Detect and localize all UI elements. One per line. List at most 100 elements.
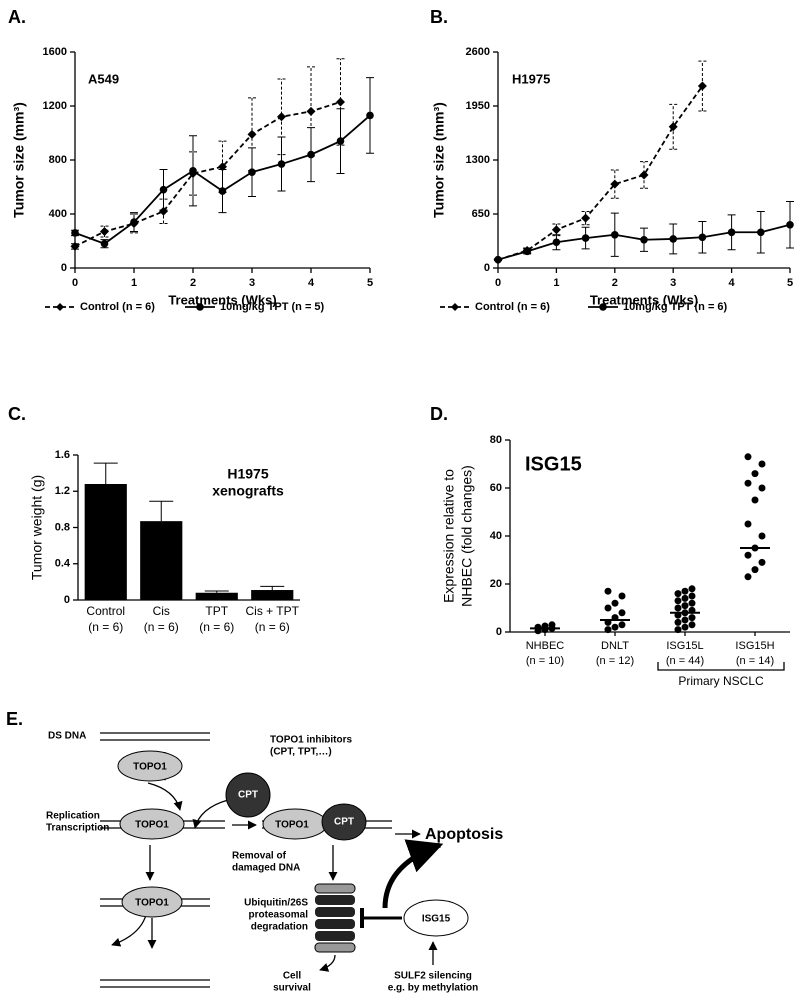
bar: [140, 521, 183, 600]
sulf2-label: e.g. by methylation: [388, 983, 479, 994]
isg15-node: [403, 899, 469, 937]
marker: [668, 122, 678, 132]
y-tick-label: 800: [49, 154, 67, 166]
y-axis-label: Tumor size (mm³): [431, 102, 447, 218]
marker: [727, 228, 736, 237]
point: [618, 609, 626, 617]
cpt-node: [225, 772, 271, 818]
point: [744, 551, 752, 559]
legend-marker: [599, 303, 607, 311]
point: [744, 479, 752, 487]
marker: [639, 170, 649, 180]
diagram: E. DS DNA TOPO1 TOPO1 TOPO1 TOPO1 CPT CP…: [6, 709, 503, 994]
point: [751, 496, 759, 504]
x-tick-label: 1: [553, 277, 559, 289]
point: [674, 590, 682, 598]
y-tick-label: 1.6: [55, 449, 70, 461]
marker: [523, 247, 531, 256]
proteasome: [314, 883, 356, 953]
y-tick-label: 0: [61, 262, 67, 274]
marker: [698, 233, 707, 242]
marker: [552, 238, 561, 247]
marker: [611, 230, 619, 239]
point: [681, 623, 689, 631]
y-axis-label: Tumor weight (g): [29, 475, 45, 580]
y-tick-label: 0: [484, 262, 490, 274]
marker: [100, 239, 109, 248]
y-axis-label: NHBEC (fold changes): [459, 465, 475, 607]
marker: [277, 160, 286, 168]
point: [758, 532, 766, 540]
bar: [195, 592, 238, 600]
y-axis-label: Tumor size (mm³): [11, 102, 27, 218]
point: [758, 558, 766, 566]
x-tick-label: 3: [249, 277, 255, 289]
proteasome-label: Ubiquitin/26S: [244, 898, 308, 909]
x-tick-label: TPT: [205, 604, 228, 618]
marker: [551, 225, 561, 235]
legend-label: 10mg/kg TPT (n = 6): [623, 301, 728, 313]
point: [688, 592, 696, 600]
marker: [494, 255, 502, 264]
topo1-node: [121, 886, 183, 918]
marker: [277, 112, 286, 122]
point: [744, 453, 752, 461]
panel-label: E.: [6, 709, 23, 729]
y-tick-label: 0.4: [55, 558, 71, 570]
x-tick-label: 0: [72, 277, 78, 289]
ds-dna-label: DS DNA: [48, 731, 86, 742]
proteasome-label: degradation: [251, 922, 308, 933]
x-tick-sublabel: (n = 6): [199, 620, 234, 634]
cpt-label: CPT: [238, 790, 258, 801]
marker: [581, 234, 590, 242]
point: [681, 602, 689, 610]
survival-label: Cell: [283, 971, 302, 982]
x-tick-label: 0: [495, 277, 501, 289]
y-tick-label: 400: [49, 208, 67, 220]
group-label: Primary NSCLC: [678, 674, 764, 688]
point: [604, 604, 612, 612]
x-tick-label: 4: [308, 277, 315, 289]
point: [611, 623, 619, 631]
legend-label: 10mg/kg TPT (n = 5): [220, 301, 325, 313]
marker: [70, 241, 80, 251]
marker: [669, 235, 677, 243]
cpt-label: CPT: [334, 817, 354, 828]
point: [688, 621, 696, 629]
point: [674, 597, 682, 605]
panel-label: C.: [8, 404, 26, 424]
chart-title: ISG15: [525, 453, 582, 475]
panel-label: D.: [430, 404, 448, 424]
sulf2-label: SULF2 silencing: [394, 971, 472, 982]
y-tick-label: 1950: [466, 100, 490, 112]
marker: [581, 213, 591, 223]
marker: [610, 179, 620, 189]
topo1-label: TOPO1: [135, 820, 169, 831]
point: [744, 520, 752, 528]
x-tick-label: Cis + TPT: [246, 604, 300, 618]
y-tick-label: 0: [496, 626, 502, 638]
marker: [640, 235, 648, 244]
y-tick-label: 20: [490, 578, 502, 590]
point: [604, 587, 612, 595]
marker: [336, 137, 345, 145]
panel-label: B.: [430, 7, 448, 27]
isg15-label: ISG15: [422, 914, 451, 925]
inhibitors-label: TOPO1 inhibitors: [270, 735, 352, 746]
proteasome-label: proteasomal: [249, 910, 309, 921]
y-axis-label: Expression relative to: [441, 469, 457, 603]
series-line: [74, 101, 341, 248]
x-tick-sublabel: (n = 10): [526, 655, 564, 667]
annotation: H1975: [227, 466, 268, 482]
group-bracket: [657, 662, 785, 671]
error-bar: [149, 500, 174, 522]
point: [604, 626, 612, 634]
x-tick-label: 1: [131, 277, 137, 289]
marker: [366, 111, 374, 120]
legend-label: Control (n = 6): [475, 301, 550, 313]
big-arrow: [382, 839, 444, 909]
error-bar: [610, 169, 619, 199]
point: [534, 623, 542, 631]
y-tick-label: 1200: [43, 100, 67, 112]
marker: [159, 206, 168, 216]
